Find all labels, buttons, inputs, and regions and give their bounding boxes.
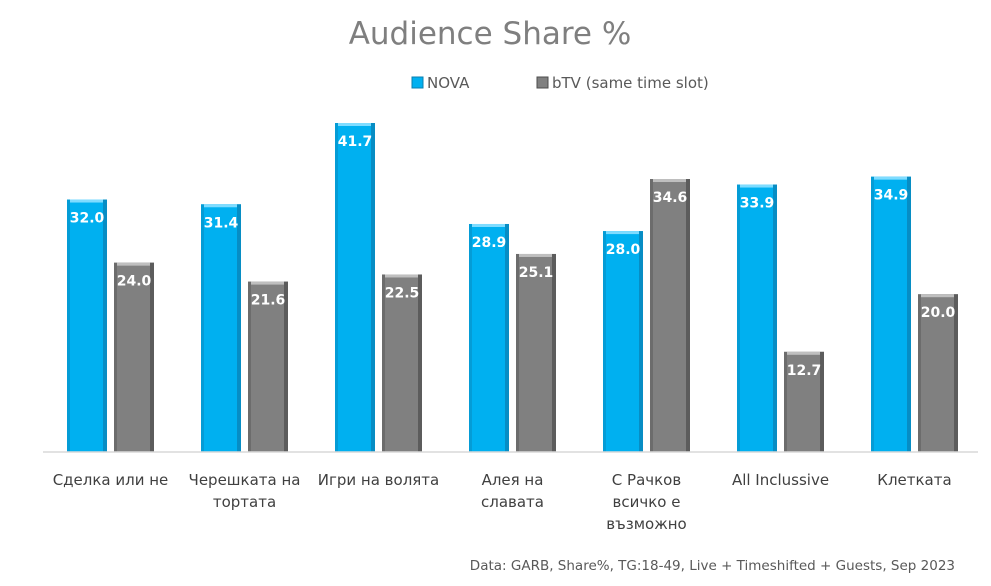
x-tick-label: Черешката на — [189, 471, 301, 489]
x-tick-label: възможно — [606, 515, 686, 533]
bar-btv-3 — [516, 253, 556, 452]
bar-nova-4 — [603, 231, 643, 452]
bar-shade — [918, 294, 921, 452]
data-label: 33.9 — [740, 196, 775, 212]
bars: 32.0 24.0 31.4 21.6 41.7 22.5 28.9 25.1 28.0 34.6… — [67, 123, 958, 453]
data-label: 28.9 — [472, 235, 507, 251]
chart-title: Audience Share % — [349, 16, 632, 52]
bar-shade — [820, 351, 824, 452]
bar-top-highlight — [606, 231, 639, 235]
bar-shade — [418, 274, 422, 452]
bar-shade — [382, 274, 385, 452]
bar-nova-0 — [67, 199, 107, 452]
source-annotation: Data: GARB, Share%, TG:18-49, Live + Tim… — [470, 558, 955, 574]
bar-shade — [335, 123, 338, 452]
bar-nova-3 — [469, 223, 509, 452]
x-tick-label: тортата — [213, 493, 276, 511]
bar-shade — [784, 351, 787, 452]
bar-btv-4 — [650, 179, 690, 452]
bar-top-highlight — [874, 176, 907, 180]
x-tick-label: Клетката — [877, 471, 951, 489]
data-label: 34.6 — [653, 190, 688, 206]
bar-shade — [603, 231, 606, 452]
bar-btv-6 — [918, 294, 958, 452]
data-label: 28.0 — [606, 242, 641, 258]
data-label: 24.0 — [117, 274, 152, 290]
x-tick-label: Сделка или не — [53, 471, 169, 489]
bar-shade — [907, 176, 911, 452]
bar-shade — [114, 262, 117, 452]
bar-shade — [686, 179, 690, 452]
bar-shade — [237, 204, 241, 452]
bar-shade — [150, 262, 154, 452]
bar-shade — [371, 123, 375, 452]
bar-top-highlight — [921, 294, 954, 298]
bar-top-highlight — [117, 262, 150, 266]
bar-btv-2 — [382, 274, 422, 452]
data-label: 25.1 — [519, 265, 554, 281]
bar-top-highlight — [70, 199, 103, 203]
bar-top-highlight — [204, 204, 237, 208]
bar-shade — [650, 179, 653, 452]
data-label: 12.7 — [787, 363, 822, 379]
bar-nova-1 — [201, 204, 241, 452]
bar-top-highlight — [787, 351, 820, 355]
data-label: 32.0 — [70, 211, 105, 227]
bar-btv-5 — [784, 351, 824, 452]
bar-shade — [103, 199, 107, 452]
bar-top-highlight — [472, 223, 505, 227]
bar-shade — [469, 223, 472, 452]
bar-shade — [552, 253, 556, 452]
x-tick-label: All Inclussive — [732, 471, 829, 489]
bar-shade — [67, 199, 70, 452]
bar-top-highlight — [338, 123, 371, 126]
bar-shade — [954, 294, 958, 452]
x-tick-label: всичко е — [613, 493, 681, 511]
x-tick-label: Алея на — [482, 471, 544, 489]
x-tick-label: С Рачков — [612, 471, 681, 489]
bar-btv-0 — [114, 262, 154, 452]
bar-shade — [505, 223, 509, 452]
bar-shade — [248, 281, 251, 452]
x-axis-labels: Сделка или не Черешката на тортата Игри на … — [53, 471, 952, 533]
x-tick-label: Игри на волята — [318, 471, 439, 489]
legend-swatch-1 — [536, 76, 549, 89]
data-label: 41.7 — [338, 134, 373, 150]
bar-top-highlight — [251, 281, 284, 285]
bar-top-highlight — [740, 184, 773, 188]
bar-top-highlight — [519, 253, 552, 257]
x-tick-label: славата — [481, 493, 544, 511]
bar-shade — [284, 281, 288, 452]
bar-shade — [201, 204, 204, 452]
bar-shade — [639, 231, 643, 452]
legend-label-0: NOVA — [427, 74, 470, 92]
data-label: 31.4 — [204, 215, 239, 231]
bar-shade — [516, 253, 519, 452]
bar-nova-6 — [871, 176, 911, 452]
bar-shade — [773, 184, 777, 453]
bar-shade — [737, 184, 740, 453]
bar-top-highlight — [385, 274, 418, 278]
legend: NOVA bTV (same time slot) — [411, 74, 709, 92]
data-label: 34.9 — [874, 188, 909, 204]
bar-top-highlight — [653, 179, 686, 183]
legend-label-1: bTV (same time slot) — [552, 74, 709, 92]
legend-swatch-0 — [411, 76, 424, 89]
data-label: 22.5 — [385, 285, 420, 301]
bar-nova-5 — [737, 184, 777, 453]
bar-nova-2 — [335, 123, 375, 452]
bar-btv-1 — [248, 281, 288, 452]
data-label: 20.0 — [921, 305, 956, 321]
bar-shade — [871, 176, 874, 452]
data-label: 21.6 — [251, 293, 286, 309]
